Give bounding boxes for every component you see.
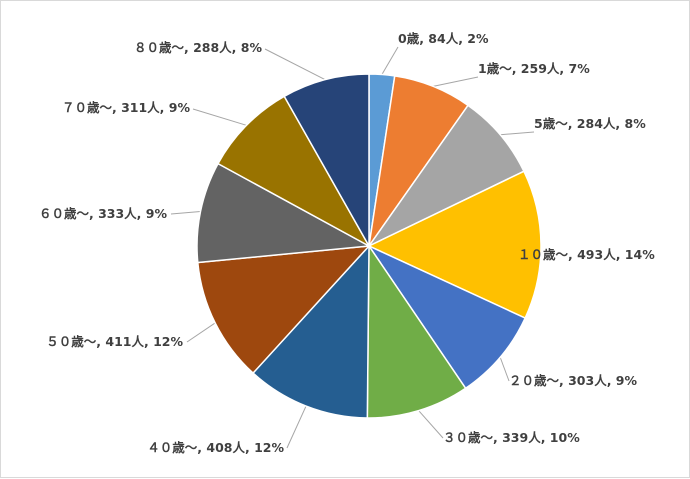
leader-line <box>499 357 510 382</box>
pie-slice <box>216 95 371 248</box>
leader-line <box>264 48 326 81</box>
slice-label: ３０歳～, 339人, 10% <box>443 430 580 445</box>
slice-label: ７０歳～, 311人, 9% <box>62 100 190 115</box>
leader-lines <box>170 46 542 449</box>
leader-line <box>170 211 201 215</box>
leader-line <box>500 131 535 136</box>
slice-label: ２０歳～, 303人, 9% <box>509 373 637 388</box>
pie-slice <box>196 245 371 375</box>
slice-label: １０歳～, 493人, 14% <box>518 247 655 262</box>
pie-slice <box>367 170 542 320</box>
slice-label: 0歳, 84人, 2% <box>398 31 489 46</box>
slice-labels: 0歳, 84人, 2% 1歳～, 259人, 7% 5歳～, 284人, 8% １０歳… <box>39 31 655 455</box>
slice-label: 1歳～, 259人, 7% <box>478 61 590 76</box>
slice-label: ５０歳～, 411人, 12% <box>46 334 183 349</box>
pie-slice <box>366 244 527 390</box>
leader-line <box>192 108 247 126</box>
leader-line <box>418 410 444 439</box>
slice-label: ８０歳～, 288人, 8% <box>134 40 262 55</box>
slice-label: ４０歳～, 408人, 12% <box>147 440 284 455</box>
pie-slice <box>196 162 372 264</box>
pie-slice <box>366 243 467 419</box>
leader-line <box>286 405 307 449</box>
leader-line <box>432 76 479 87</box>
pie-slices <box>196 73 542 419</box>
pie-slice <box>252 244 370 419</box>
slice-label: 5歳～, 284人, 8% <box>534 116 646 131</box>
leader-line <box>186 322 216 343</box>
leader-line <box>381 46 399 75</box>
slice-label: ６０歳～, 333人, 9% <box>39 206 167 221</box>
pie-slice <box>283 73 370 249</box>
